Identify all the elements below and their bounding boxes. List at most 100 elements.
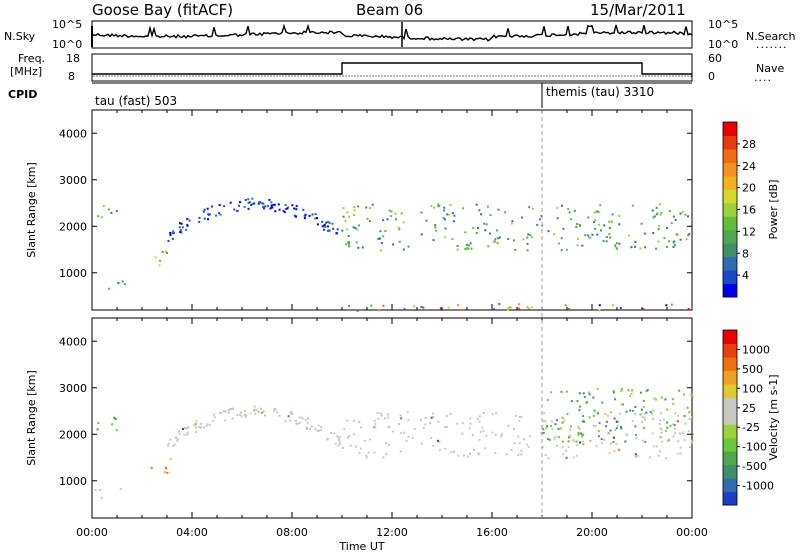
data-cell <box>274 408 277 411</box>
data-cell <box>676 420 679 423</box>
data-cell <box>688 233 691 236</box>
data-cell <box>172 232 175 235</box>
data-cell <box>634 240 637 243</box>
data-cell <box>614 244 616 247</box>
colorbar-tick-label: 12 <box>742 225 756 238</box>
data-cell <box>553 233 556 236</box>
data-cell <box>173 443 176 446</box>
data-cell <box>386 218 389 221</box>
data-cell <box>108 287 111 290</box>
data-cell <box>642 427 645 429</box>
data-cell <box>513 239 515 242</box>
nave-dot <box>372 75 374 77</box>
data-cell <box>522 438 525 441</box>
nave-dot <box>114 75 116 77</box>
data-cell <box>582 420 585 423</box>
data-cell <box>341 446 344 449</box>
data-cell <box>520 415 523 418</box>
data-cell <box>494 452 497 455</box>
power-y-axis-title: Slant Range [km] <box>25 162 38 258</box>
data-cell <box>224 419 227 422</box>
nave-dot <box>558 75 560 77</box>
data-cell <box>250 204 253 206</box>
nave-dot <box>111 75 113 77</box>
data-cell <box>676 233 679 236</box>
nave-dot <box>531 75 533 77</box>
nsky-panel <box>91 20 693 49</box>
data-cell <box>437 203 439 206</box>
nave-dot <box>387 75 389 77</box>
data-cell <box>411 436 414 439</box>
nave-dot <box>105 75 107 77</box>
nave-dot <box>126 75 128 77</box>
data-cell <box>308 428 311 430</box>
nave-dot <box>360 75 362 77</box>
colorbar-tick-label: -500 <box>742 460 767 473</box>
data-cell <box>643 416 646 419</box>
colorbar-swatch <box>723 491 737 506</box>
data-cell <box>606 414 609 417</box>
data-cell <box>566 412 569 415</box>
data-cell <box>374 426 377 428</box>
data-cell <box>336 228 339 231</box>
data-cell <box>579 405 581 408</box>
colorbar-swatch <box>723 135 737 150</box>
data-cell <box>592 396 595 399</box>
data-cell <box>260 407 262 410</box>
data-cell <box>671 398 674 401</box>
nave-dot <box>591 75 593 77</box>
nave-dot <box>489 75 491 77</box>
colorbar-swatch <box>723 437 737 452</box>
data-cell <box>658 225 661 228</box>
data-cell <box>605 240 608 243</box>
data-cell <box>299 421 302 424</box>
data-cell <box>284 204 287 206</box>
time-tick-label: 16:00 <box>476 526 508 539</box>
data-cell <box>612 304 615 307</box>
data-cell <box>567 440 570 443</box>
data-cell <box>403 308 406 311</box>
time-tick-label: 00:00 <box>676 526 708 539</box>
data-cell <box>373 451 376 454</box>
colorbar-tick-label: -1000 <box>742 480 774 493</box>
data-cell <box>578 409 581 412</box>
data-cell <box>181 226 184 229</box>
data-cell <box>576 244 579 247</box>
data-cell <box>270 201 273 204</box>
data-cell <box>576 444 579 447</box>
data-cell <box>634 456 637 458</box>
data-cell <box>354 227 357 230</box>
data-cell <box>332 227 335 230</box>
nave-dot <box>282 75 284 77</box>
data-cell <box>113 416 116 419</box>
data-cell <box>495 229 498 232</box>
nave-dot <box>384 75 386 77</box>
data-cell <box>407 419 410 422</box>
data-cell <box>619 412 622 415</box>
data-cell <box>462 454 465 457</box>
data-cell <box>202 210 205 213</box>
nave-dot <box>621 75 623 77</box>
nave-dot <box>552 75 554 77</box>
nave-dot <box>240 75 242 77</box>
colorbar-tick-label: 1000 <box>742 343 770 356</box>
data-cell <box>269 207 272 210</box>
data-cell <box>556 444 558 447</box>
nave-dot <box>198 75 200 77</box>
data-cell <box>556 206 559 209</box>
data-cell <box>497 237 500 240</box>
data-cell <box>685 238 688 241</box>
data-cell <box>684 422 687 425</box>
data-cell <box>565 390 568 393</box>
data-cell <box>550 420 553 423</box>
nave-dot <box>594 75 596 77</box>
data-cell <box>316 429 319 432</box>
data-cell <box>456 245 459 247</box>
data-cell <box>517 453 520 456</box>
data-cell <box>608 220 611 223</box>
data-cell <box>561 204 563 207</box>
nave-dot <box>450 75 452 77</box>
colorbar-swatch <box>723 424 737 439</box>
nave-dot <box>195 75 197 77</box>
colorbar-swatch <box>723 343 737 358</box>
